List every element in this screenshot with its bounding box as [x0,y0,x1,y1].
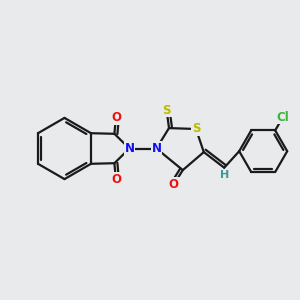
Text: S: S [162,103,171,117]
Text: O: O [169,178,179,191]
Text: Cl: Cl [277,111,290,124]
Text: N: N [152,142,161,155]
Text: H: H [220,170,230,180]
Text: O: O [111,111,121,124]
Text: O: O [111,173,121,186]
Text: S: S [192,122,200,136]
Text: N: N [124,142,134,155]
